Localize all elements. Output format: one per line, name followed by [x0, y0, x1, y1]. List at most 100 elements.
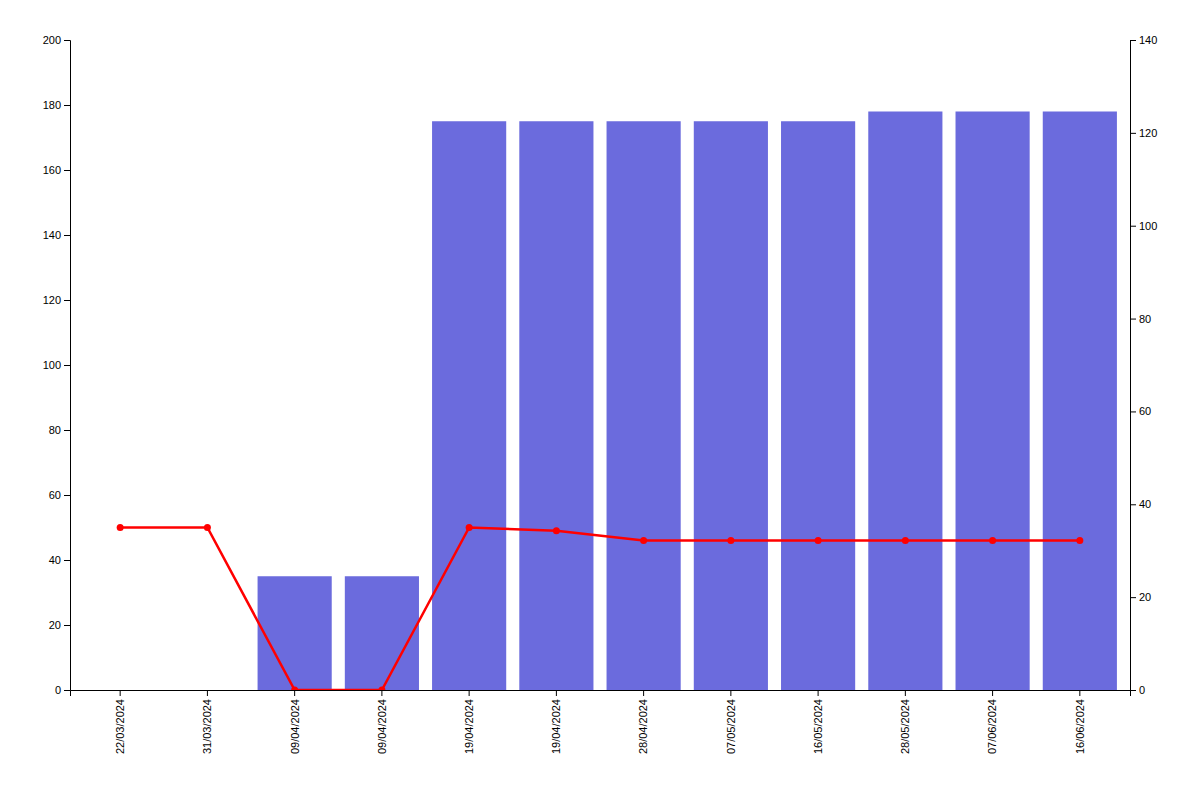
bar — [694, 121, 768, 690]
line-marker — [553, 527, 560, 534]
axis-line — [64, 41, 71, 691]
tick: 40 — [49, 554, 70, 566]
tick-mark — [64, 300, 70, 301]
tick-label: 80 — [1139, 313, 1151, 325]
tick: 60 — [1130, 405, 1151, 417]
tick: 140 — [43, 229, 70, 241]
tick-label: 160 — [43, 164, 61, 176]
tick-mark — [64, 235, 70, 236]
tick-label: 140 — [1139, 34, 1157, 46]
tick-mark — [1079, 690, 1080, 696]
bar-series — [258, 112, 1117, 691]
tick-mark — [120, 690, 121, 696]
tick-mark — [64, 430, 70, 431]
line-series — [117, 524, 1084, 690]
tick: 07/06/2024 — [986, 690, 998, 754]
x-axis: 22/03/202431/03/202409/04/202409/04/2024… — [71, 690, 1131, 754]
tick: 28/05/2024 — [899, 690, 911, 754]
tick-label: 19/04/2024 — [550, 699, 562, 754]
tick-mark — [1130, 133, 1136, 134]
tick-label: 28/04/2024 — [637, 699, 649, 754]
tick-mark — [64, 365, 70, 366]
tick: 0 — [1130, 684, 1145, 696]
tick-mark — [1130, 690, 1136, 691]
bar — [258, 576, 332, 690]
tick-mark — [556, 690, 557, 696]
tick-mark — [469, 690, 470, 696]
axis-line — [1131, 41, 1137, 691]
line-marker — [1076, 537, 1083, 544]
tick-mark — [207, 690, 208, 696]
line-marker — [378, 687, 385, 691]
tick: 120 — [1130, 127, 1157, 139]
tick: 80 — [1130, 313, 1151, 325]
tick-label: 100 — [43, 359, 61, 371]
y-axis: 0 20 40 60 80 100 120 140 160 180 200 — [43, 34, 71, 696]
tick-label: 07/05/2024 — [725, 699, 737, 754]
tick: 19/04/2024 — [550, 690, 562, 754]
tick-label: 60 — [49, 489, 61, 501]
tick-label: 40 — [49, 554, 61, 566]
tick: 20 — [49, 619, 70, 631]
tick-mark — [1130, 319, 1136, 320]
tick-label: 140 — [43, 229, 61, 241]
tick-mark — [64, 170, 70, 171]
line — [120, 528, 1080, 691]
tick-label: 120 — [1139, 127, 1157, 139]
tick-label: 07/06/2024 — [986, 699, 998, 754]
bar — [432, 121, 506, 690]
bar — [607, 121, 681, 690]
tick-mark — [992, 690, 993, 696]
tick: 09/04/2024 — [289, 690, 301, 754]
bar — [345, 576, 419, 690]
line-marker — [640, 537, 647, 544]
tick-label: 20 — [49, 619, 61, 631]
tick-label: 180 — [43, 99, 61, 111]
line-marker — [291, 687, 298, 691]
tick: 07/05/2024 — [725, 690, 737, 754]
tick-label: 80 — [49, 424, 61, 436]
tick-mark — [64, 495, 70, 496]
tick-label: 40 — [1139, 498, 1151, 510]
line-marker — [815, 537, 822, 544]
tick: 140 — [1130, 34, 1157, 46]
tick-label: 0 — [55, 684, 61, 696]
tick-label: 120 — [43, 294, 61, 306]
tick-mark — [294, 690, 295, 696]
tick-label: 28/05/2024 — [899, 699, 911, 754]
y2-axis: 020406080100120140 — [1130, 34, 1157, 696]
tick-mark — [64, 560, 70, 561]
tick-mark — [1130, 40, 1136, 41]
tick-mark — [381, 690, 382, 696]
tick-mark — [1130, 411, 1136, 412]
line-marker — [902, 537, 909, 544]
tick-mark — [730, 690, 731, 696]
tick: 09/04/2024 — [376, 690, 388, 754]
bar — [956, 112, 1030, 691]
tick: 22/03/2024 — [114, 690, 126, 754]
tick: 60 — [49, 489, 70, 501]
tick-label: 200 — [43, 34, 61, 46]
line-marker — [117, 524, 124, 531]
axis-line — [71, 691, 1131, 697]
tick-mark — [1130, 504, 1136, 505]
tick: 100 — [43, 359, 70, 371]
tick: 100 — [1130, 220, 1157, 232]
tick-mark — [64, 40, 70, 41]
tick: 0 — [55, 684, 70, 696]
tick-label: 09/04/2024 — [289, 699, 301, 754]
tick-mark — [818, 690, 819, 696]
line-marker — [989, 537, 996, 544]
line-marker — [466, 524, 473, 531]
bar — [781, 121, 855, 690]
tick-mark — [64, 105, 70, 106]
line-marker — [204, 524, 211, 531]
tick-label: 19/04/2024 — [463, 699, 475, 754]
tick: 120 — [43, 294, 70, 306]
tick-label: 16/05/2024 — [812, 699, 824, 754]
plot-area: 22/03/202431/03/202409/04/202409/04/2024… — [43, 34, 1158, 754]
tick: 180 — [43, 99, 70, 111]
tick-mark — [1130, 597, 1136, 598]
tick-mark — [1130, 226, 1136, 227]
bar — [170, 690, 244, 691]
